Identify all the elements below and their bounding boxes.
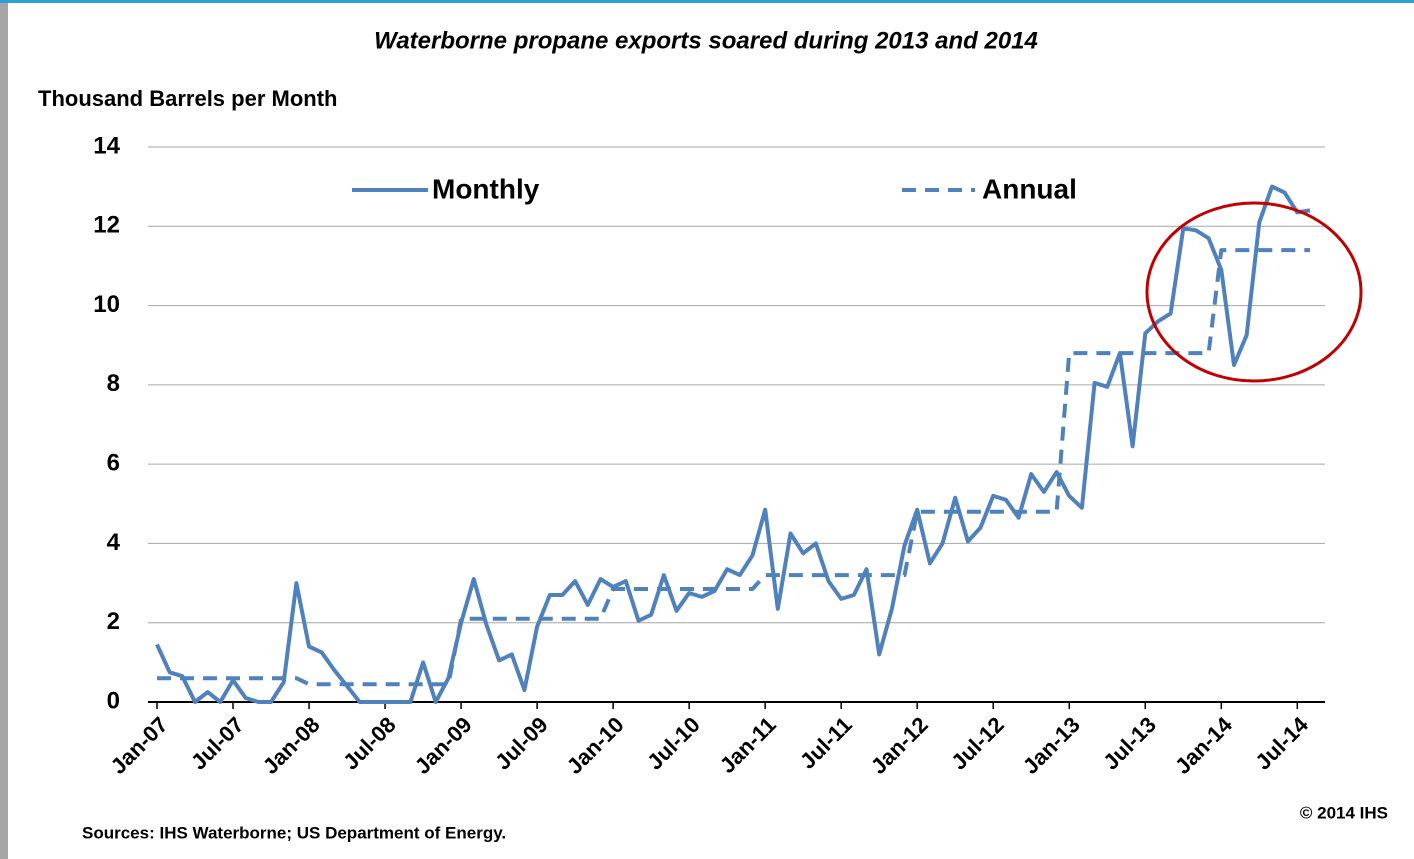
top-border (0, 0, 1414, 3)
y-tick-label: 12 (93, 212, 120, 239)
series-line (155, 184, 1311, 704)
y-tick-label: 6 (107, 449, 120, 476)
y-axis-label: Thousand Barrels per Month (38, 86, 337, 111)
copyright: © 2014 IHS (1300, 803, 1388, 822)
y-tick-label: 2 (107, 608, 120, 635)
legend-label: Annual (982, 173, 1077, 204)
series-line (157, 248, 1310, 687)
y-tick-label: 14 (93, 132, 120, 159)
legend-label: Monthly (432, 173, 540, 204)
left-border (0, 0, 8, 859)
source: Sources: IHS Waterborne; US Department o… (82, 823, 506, 842)
y-tick-label: 8 (107, 370, 120, 397)
plot (155, 184, 1311, 704)
y-tick-label: 10 (93, 291, 120, 318)
y-tick-label: 4 (107, 529, 121, 556)
highlight-ellipse (1145, 201, 1363, 383)
y-tick-label: 0 (107, 687, 120, 714)
chart-title: Waterborne propane exports soared during… (374, 27, 1038, 54)
